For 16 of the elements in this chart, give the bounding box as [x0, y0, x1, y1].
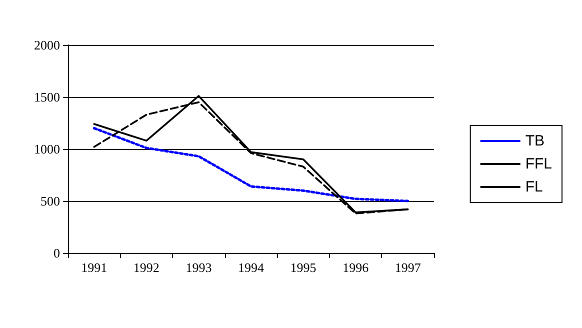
x-tick-label: 1993 [186, 260, 212, 275]
x-tick-label: 1995 [290, 260, 316, 275]
line-series [92, 126, 410, 202]
legend-label: TB [525, 132, 545, 150]
x-tick-label: 1991 [81, 260, 108, 275]
legend-label: FFL [525, 156, 552, 172]
x-tick-label: 1992 [133, 260, 160, 275]
x-tick-label: 1996 [342, 260, 370, 275]
y-tick-label: 1000 [34, 142, 60, 156]
x-tick-label: 1997 [394, 260, 422, 275]
legend-label: FL [525, 178, 543, 196]
x-tick-label: 1994 [238, 260, 264, 275]
y-tick-label: 0 [54, 246, 60, 260]
y-tick-label: 2000 [34, 38, 60, 52]
y-tick-label: 500 [40, 194, 60, 208]
y-tick-label: 1500 [34, 90, 60, 104]
